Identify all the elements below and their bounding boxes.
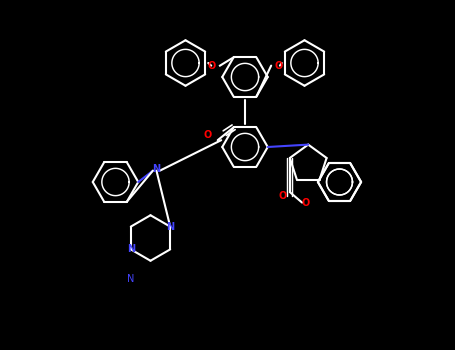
Text: N: N xyxy=(127,274,135,284)
Text: O: O xyxy=(275,61,283,71)
Text: N: N xyxy=(152,164,161,174)
Text: N: N xyxy=(166,222,174,232)
Text: O: O xyxy=(302,198,310,208)
Text: O: O xyxy=(279,191,287,201)
Text: O: O xyxy=(203,130,211,140)
Text: O: O xyxy=(207,61,215,71)
Text: N: N xyxy=(127,244,135,254)
